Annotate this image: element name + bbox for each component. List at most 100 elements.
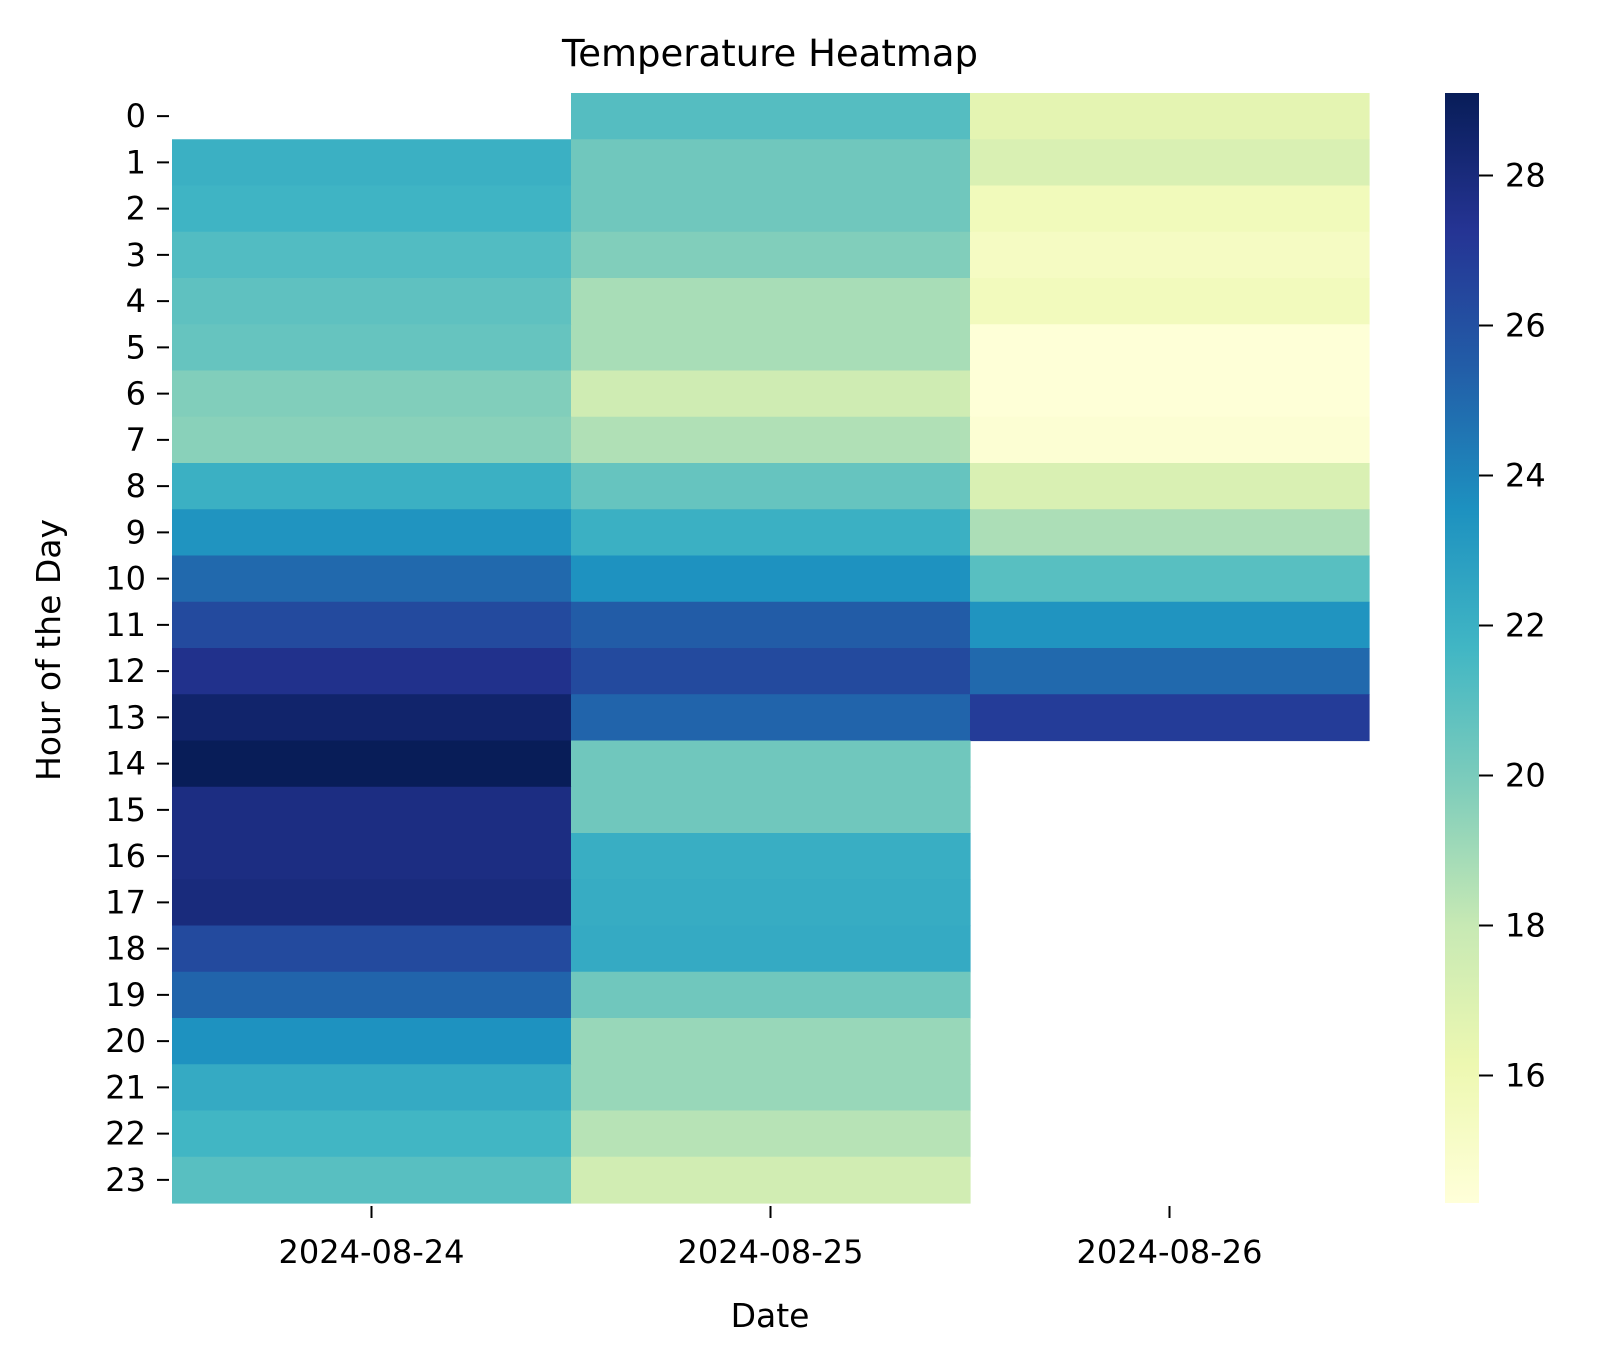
heatmap-cell bbox=[172, 879, 572, 927]
heatmap-cell bbox=[571, 278, 971, 325]
heatmap-cell bbox=[172, 278, 572, 325]
y-tick-label: 6 bbox=[126, 375, 146, 413]
heatmap-cell bbox=[571, 370, 971, 418]
heatmap-cell bbox=[571, 139, 971, 187]
heatmap-cell bbox=[571, 925, 971, 973]
heatmap-cell bbox=[571, 463, 971, 510]
heatmap-cell bbox=[571, 416, 971, 464]
heatmap-cell bbox=[970, 694, 1370, 742]
colorbar-tick-label: 20 bbox=[1505, 757, 1546, 795]
heatmap-cell bbox=[172, 648, 572, 695]
heatmap-cell bbox=[172, 139, 572, 187]
heatmap-cells bbox=[172, 93, 1370, 1204]
y-tick-label: 17 bbox=[105, 883, 146, 921]
heatmap-cell bbox=[970, 463, 1370, 510]
y-tick-label: 23 bbox=[105, 1161, 146, 1199]
y-tick-label: 9 bbox=[126, 513, 146, 551]
heatmap-cell bbox=[571, 509, 971, 557]
heatmap-cell bbox=[172, 740, 572, 788]
colorbar-tick-label: 16 bbox=[1505, 1057, 1546, 1095]
heatmap-cell bbox=[172, 925, 572, 973]
y-tick-label: 2 bbox=[126, 190, 146, 228]
heatmap-cell bbox=[970, 370, 1370, 418]
y-tick-label: 3 bbox=[126, 236, 146, 274]
heatmap-cell bbox=[172, 509, 572, 557]
heatmap-cell bbox=[970, 601, 1370, 649]
heatmap-cell bbox=[970, 139, 1370, 187]
heatmap-cell bbox=[172, 1064, 572, 1112]
heatmap-cell bbox=[571, 833, 971, 880]
heatmap-cell bbox=[172, 786, 572, 834]
y-axis-label: Hour of the Day bbox=[29, 519, 68, 781]
heatmap-cell bbox=[571, 231, 971, 279]
heatmap-cell bbox=[172, 601, 572, 649]
y-tick-label: 19 bbox=[105, 976, 146, 1014]
heatmap-cell bbox=[970, 416, 1370, 464]
heatmap-cell bbox=[172, 1156, 572, 1204]
colorbar-tick-label: 24 bbox=[1505, 457, 1546, 495]
heatmap-cell bbox=[172, 1110, 572, 1158]
heatmap-cell bbox=[571, 971, 971, 1019]
colorbar-tick-label: 26 bbox=[1505, 307, 1546, 345]
heatmap-cell bbox=[172, 971, 572, 1019]
y-tick-label: 8 bbox=[126, 467, 146, 505]
heatmap-cell bbox=[172, 185, 572, 233]
y-tick-label: 10 bbox=[105, 560, 146, 598]
heatmap-cell bbox=[172, 694, 572, 742]
heatmap-cell bbox=[970, 278, 1370, 325]
y-tick-label: 0 bbox=[126, 97, 146, 135]
heatmap-cell bbox=[172, 231, 572, 279]
heatmap-cell bbox=[571, 93, 971, 140]
y-tick-label: 1 bbox=[126, 143, 146, 181]
y-tick-label: 20 bbox=[105, 1022, 146, 1060]
heatmap-cell bbox=[172, 370, 572, 418]
heatmap-cell bbox=[571, 555, 971, 603]
y-tick-label: 5 bbox=[126, 328, 146, 366]
colorbar-tick-label: 28 bbox=[1505, 157, 1546, 195]
y-tick-label: 14 bbox=[105, 745, 146, 783]
colorbar-ticks: 16 18 20 22 24 26 28 bbox=[1479, 157, 1546, 1095]
x-tick-label: 2024-08-24 bbox=[279, 1233, 465, 1271]
heatmap-cell bbox=[571, 601, 971, 649]
heatmap-cell bbox=[571, 648, 971, 695]
y-tick-label: 7 bbox=[126, 421, 146, 459]
colorbar bbox=[1445, 93, 1479, 1203]
heatmap-cell bbox=[571, 1156, 971, 1204]
heatmap-cell bbox=[970, 185, 1370, 233]
heatmap-cell bbox=[172, 324, 572, 372]
heatmap-cell bbox=[571, 324, 971, 372]
x-axis-label: Date bbox=[731, 1296, 810, 1335]
heatmap-cell bbox=[571, 879, 971, 927]
y-tick-label: 4 bbox=[126, 282, 146, 320]
heatmap-cell bbox=[970, 231, 1370, 279]
heatmap-cell bbox=[172, 416, 572, 464]
heatmap-cell bbox=[970, 648, 1370, 695]
y-tick-label: 22 bbox=[105, 1115, 146, 1153]
y-tick-label: 12 bbox=[105, 652, 146, 690]
x-axis-ticks: 2024-08-24 2024-08-25 2024-08-26 bbox=[279, 1206, 1263, 1271]
heatmap-cell bbox=[571, 786, 971, 834]
heatmap-cell bbox=[571, 1018, 971, 1065]
x-tick-label: 2024-08-25 bbox=[678, 1233, 864, 1271]
heatmap-cell bbox=[571, 185, 971, 233]
heatmap-cell bbox=[970, 324, 1370, 372]
heatmap-cell bbox=[970, 555, 1370, 603]
heatmap-cell bbox=[571, 1110, 971, 1158]
heatmap-cell bbox=[571, 740, 971, 788]
heatmap-cell bbox=[970, 93, 1370, 140]
heatmap-cell bbox=[970, 509, 1370, 557]
y-tick-label: 11 bbox=[105, 606, 146, 644]
x-tick-label: 2024-08-26 bbox=[1077, 1233, 1263, 1271]
heatmap-cell bbox=[172, 555, 572, 603]
y-tick-label: 13 bbox=[105, 698, 146, 736]
heatmap-cell bbox=[571, 1064, 971, 1112]
heatmap-cell bbox=[571, 694, 971, 742]
y-tick-label: 21 bbox=[105, 1068, 146, 1106]
y-tick-label: 16 bbox=[105, 837, 146, 875]
chart-title: Temperature Heatmap bbox=[561, 32, 978, 75]
heatmap-cell bbox=[172, 463, 572, 510]
colorbar-tick-label: 22 bbox=[1505, 607, 1546, 645]
heatmap-cell bbox=[172, 833, 572, 880]
